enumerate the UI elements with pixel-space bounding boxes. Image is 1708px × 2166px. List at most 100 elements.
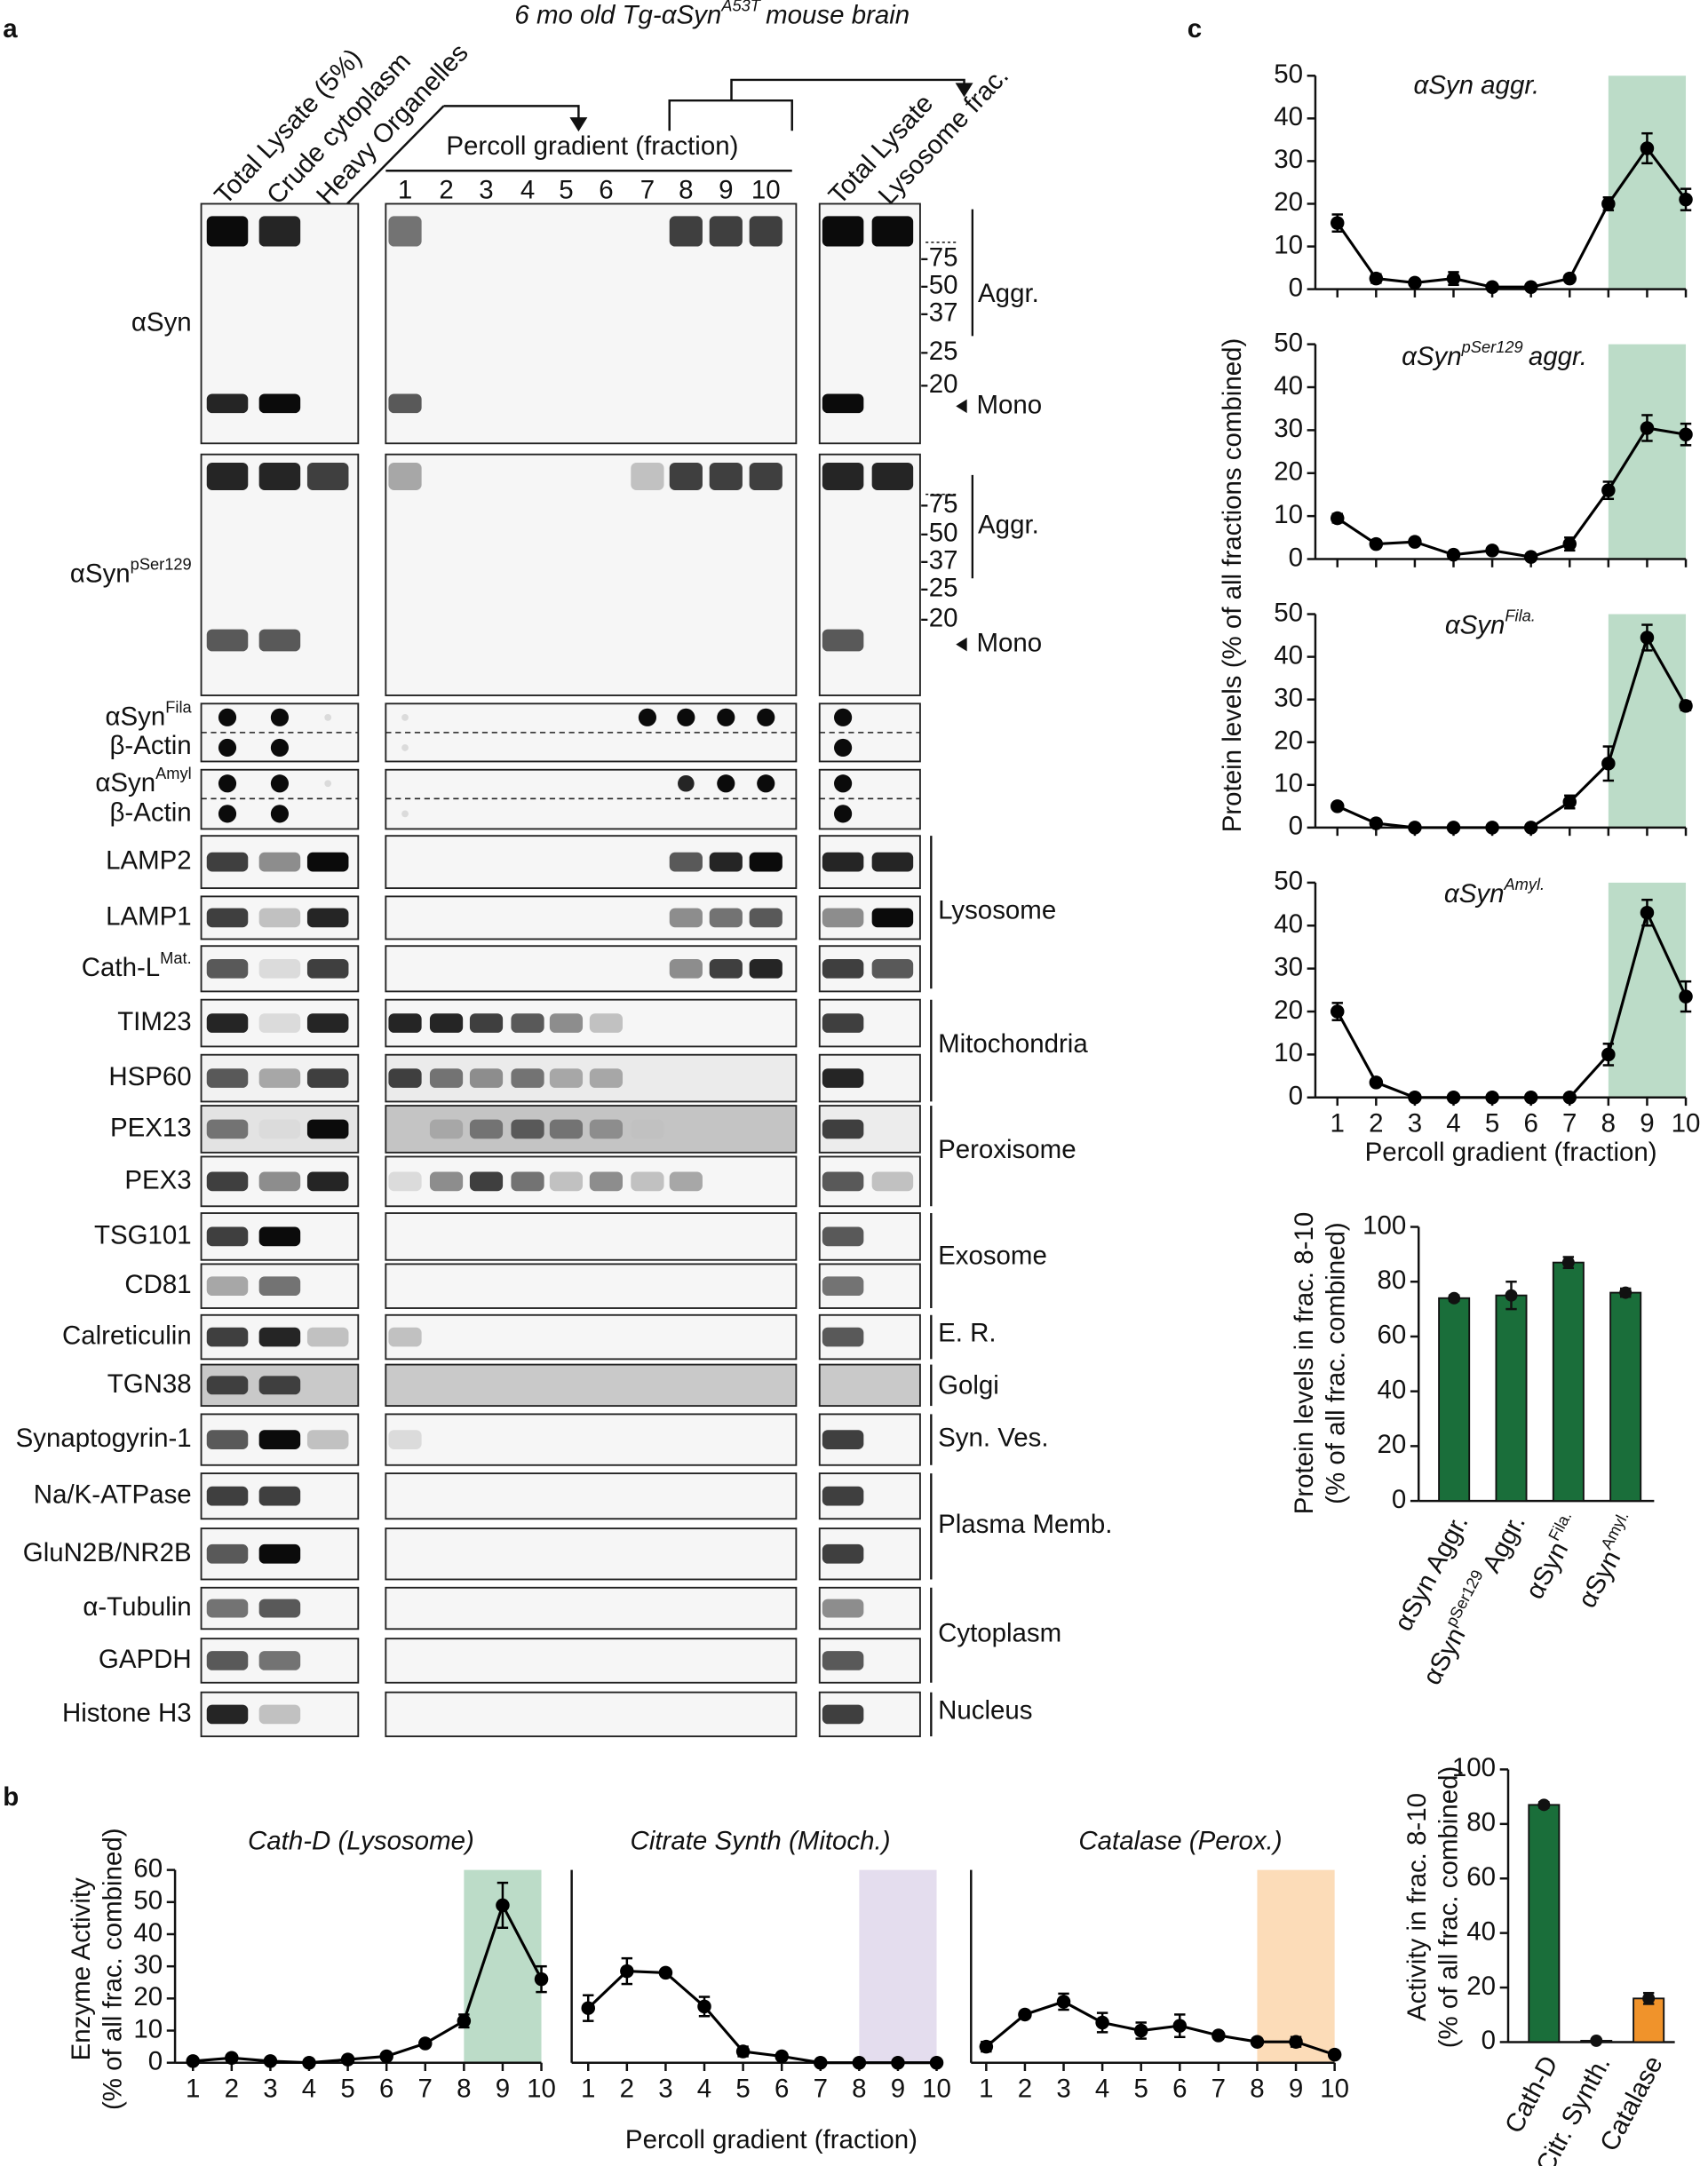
blot-band <box>206 1171 249 1192</box>
y-tick-label: 0 <box>1392 1485 1406 1514</box>
bar-mean <box>1505 1289 1518 1302</box>
fraction-label-part: 5 <box>559 175 573 204</box>
blot-band <box>258 1171 301 1192</box>
blot-band <box>469 1013 504 1033</box>
blot-band <box>206 1651 249 1670</box>
x-tick-label: 4 <box>697 2075 711 2104</box>
y-tick-label: 50 <box>1274 598 1303 627</box>
y-tick-label: 50 <box>133 1886 163 1916</box>
data-point <box>1408 821 1422 835</box>
blot-box <box>818 453 921 696</box>
blot-band <box>511 1171 544 1192</box>
blot-band <box>206 1599 249 1618</box>
marker-label-part: -50 <box>920 270 958 299</box>
y-tick-label: 50 <box>1274 60 1303 89</box>
x-tick-label: 2 <box>1369 1109 1383 1139</box>
y-tick-label: 80 <box>1466 1808 1496 1837</box>
blot-box <box>818 1263 921 1309</box>
x-tick-label: 2 <box>620 2075 634 2104</box>
mono-arrow <box>956 637 967 652</box>
x-tick-label: 1 <box>186 2075 200 2104</box>
blot-row-label-part: αSyn <box>70 559 131 588</box>
marker-label-part: -25 <box>920 573 958 602</box>
fraction-label: 1 <box>398 175 412 204</box>
x-tick-label: 5 <box>1134 2075 1148 2104</box>
blot-row-label-part: αSyn <box>95 768 155 797</box>
blot-band <box>258 216 301 247</box>
blot-dot <box>270 805 290 823</box>
marker-label: -50 <box>920 270 958 299</box>
data-point <box>1018 2007 1032 2022</box>
marker-label: -25 <box>920 337 958 366</box>
blot-band <box>306 1119 349 1139</box>
x-tick-label: 7 <box>418 2075 433 2104</box>
blot-row-label-part: αSyn <box>131 307 192 337</box>
blot-band <box>306 908 349 928</box>
y-tick-label: 20 <box>1466 1972 1496 2001</box>
blot-band <box>822 1119 864 1139</box>
marker-label: -37 <box>920 545 958 575</box>
blot-band <box>258 958 301 979</box>
data-point <box>1369 271 1384 286</box>
x-tick-label: 10 <box>922 2075 951 2104</box>
blot-band <box>511 1119 544 1139</box>
blot-row-label-part: Histone H3 <box>62 1698 192 1727</box>
blot-band <box>388 1327 422 1347</box>
panel-label: c <box>1188 14 1202 44</box>
data-point <box>1601 1047 1616 1062</box>
marker-label: -75 <box>920 489 958 519</box>
chart-title-part: αSyn aggr. <box>1413 70 1539 99</box>
aggr-label: Aggr. <box>978 510 1039 539</box>
x-tick-label: 5 <box>1485 1109 1499 1139</box>
y-tick-label: 40 <box>133 1918 163 1948</box>
data-point <box>457 2013 472 2028</box>
blot-band <box>749 216 783 247</box>
y-tick-label: 30 <box>1274 414 1303 443</box>
blot-dot <box>834 805 853 823</box>
x-tick-label: 1 <box>581 2075 595 2104</box>
data-point <box>1369 536 1384 551</box>
y-tick-label: 40 <box>1274 102 1303 131</box>
y-tick-label: 20 <box>1274 996 1303 1025</box>
blot-dot <box>717 708 735 726</box>
blot-band <box>549 1119 584 1139</box>
x-tick-label: 2 <box>1018 2075 1032 2104</box>
data-point <box>1562 271 1577 286</box>
data-line <box>1336 426 1687 559</box>
blot-band <box>388 393 422 414</box>
blot-band <box>258 1430 301 1449</box>
chart-title-part: aggr. <box>1529 342 1587 371</box>
data-point <box>1327 2047 1342 2062</box>
data-point <box>1679 427 1693 441</box>
blot-band <box>709 908 743 928</box>
data-point <box>1369 816 1384 830</box>
blot-row-label: αSynFila <box>105 698 192 731</box>
y-tick-label: 10 <box>1274 1038 1303 1067</box>
group-label-part: Golgi <box>938 1370 999 1400</box>
blot-band <box>871 852 914 872</box>
y-tick-label: 60 <box>1466 1862 1496 1892</box>
blot-box <box>385 1527 798 1581</box>
blot-band <box>669 958 703 979</box>
x-tick-label: 4 <box>302 2075 316 2104</box>
blot-row-label-part: GluN2B/NR2B <box>23 1538 192 1567</box>
blot-band <box>206 1486 249 1506</box>
y-axis-label: Protein levels (% of all fractions combi… <box>1218 338 1247 833</box>
y-tick-label: 0 <box>148 2046 163 2075</box>
blot-box <box>385 1263 798 1309</box>
blot-row-label-part: Mat. <box>160 948 192 967</box>
blot-row-label-part: TSG101 <box>94 1220 192 1250</box>
blot-band <box>669 1171 703 1192</box>
y-tick-label: 10 <box>1274 230 1303 259</box>
blot-dot <box>218 708 237 726</box>
x-tick-label: 6 <box>379 2075 393 2104</box>
blot-row-label-part: TIM23 <box>117 1007 191 1036</box>
blot-band <box>589 1013 624 1033</box>
blot-box <box>200 453 360 696</box>
mono-label-part: Mono <box>976 390 1042 419</box>
fraction-label-part: 3 <box>479 175 493 204</box>
data-point <box>852 2055 867 2070</box>
data-point <box>1640 906 1655 920</box>
blot-box <box>818 1363 921 1408</box>
